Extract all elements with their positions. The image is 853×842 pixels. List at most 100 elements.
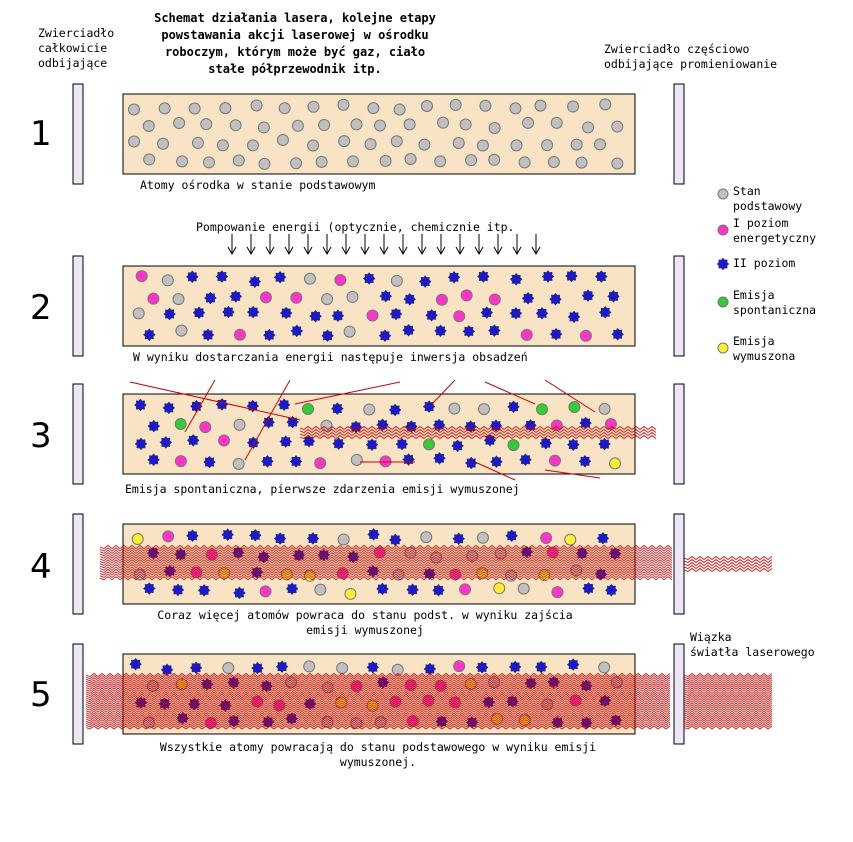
stimulated-beam bbox=[85, 685, 671, 690]
laser-output-beam bbox=[683, 695, 773, 701]
atom-level-2 bbox=[565, 269, 578, 283]
atom-ground bbox=[522, 116, 535, 129]
left-mirror-5 bbox=[72, 643, 84, 745]
diagram-title: Schemat działania lasera, kolejne etapy … bbox=[154, 11, 436, 76]
atom bbox=[174, 417, 187, 430]
atom-ground bbox=[403, 118, 416, 131]
atom-level-2 bbox=[285, 582, 299, 596]
atom-ground bbox=[534, 99, 547, 112]
atom-level-2 bbox=[279, 435, 293, 448]
atom bbox=[536, 403, 549, 416]
atom-ground bbox=[307, 100, 320, 113]
atom-ground bbox=[518, 156, 531, 169]
stimulated-beam bbox=[85, 689, 671, 694]
atom-ground bbox=[191, 136, 204, 149]
atom-ground bbox=[278, 102, 291, 115]
atom bbox=[564, 533, 577, 546]
atom-level-2 bbox=[388, 403, 402, 417]
atom bbox=[422, 438, 435, 451]
step-1-caption: Atomy ośrodka w stanie podstawowym bbox=[140, 178, 376, 192]
atom bbox=[199, 421, 212, 434]
atom-level-2 bbox=[261, 715, 275, 729]
atom bbox=[453, 310, 466, 323]
stimulated-beam bbox=[99, 547, 673, 552]
pump-arrow-head bbox=[322, 246, 332, 256]
atom-ground bbox=[593, 138, 606, 151]
legend-level2-symbol bbox=[716, 257, 730, 271]
left-mirror-label: Zwierciadło całkowicie odbijające bbox=[38, 26, 115, 70]
spontaneous-ray bbox=[474, 461, 516, 481]
atom-level-2 bbox=[189, 661, 203, 675]
atom bbox=[344, 587, 357, 600]
step-5-number: 5 bbox=[30, 675, 52, 715]
atom-level-2 bbox=[594, 270, 608, 283]
atom-level-2 bbox=[273, 270, 287, 284]
laser-output-beam bbox=[683, 683, 773, 688]
atom bbox=[131, 532, 144, 545]
atom-level-2 bbox=[566, 658, 580, 671]
atom bbox=[303, 272, 316, 285]
atom-level-2 bbox=[147, 419, 161, 433]
spontaneous-ray bbox=[484, 381, 536, 405]
atom-level-2 bbox=[246, 305, 260, 319]
stimulated-beam bbox=[299, 432, 657, 436]
atom-ground bbox=[510, 139, 523, 152]
atom-ground bbox=[128, 103, 141, 116]
atom bbox=[493, 582, 506, 595]
laser-output-beam bbox=[683, 704, 773, 709]
stimulated-beam bbox=[99, 552, 673, 557]
atom-level-2 bbox=[171, 583, 185, 597]
atom-ground bbox=[173, 116, 186, 129]
atom bbox=[477, 403, 490, 416]
atom bbox=[233, 328, 246, 341]
atom-level-2 bbox=[567, 310, 581, 324]
atom-level-2 bbox=[262, 415, 275, 429]
laser-output-beam bbox=[683, 712, 773, 718]
atom-level-2 bbox=[201, 328, 215, 342]
atom-ground bbox=[393, 103, 406, 116]
step-3-number: 3 bbox=[30, 416, 52, 456]
stimulated-beam bbox=[85, 708, 671, 713]
atom bbox=[174, 455, 187, 468]
atom-ground bbox=[307, 139, 320, 152]
atom-level-2 bbox=[418, 275, 432, 289]
atom-level-2 bbox=[365, 438, 379, 452]
stimulated-beam bbox=[85, 725, 671, 730]
atom-ground bbox=[315, 155, 328, 168]
atom-level-2 bbox=[388, 533, 402, 547]
right-mirror-5 bbox=[673, 643, 685, 745]
atom-level-2 bbox=[509, 272, 523, 286]
stimulated-beam bbox=[85, 712, 671, 718]
stimulated-beam bbox=[85, 698, 671, 703]
stimulated-beam bbox=[99, 556, 673, 562]
atom bbox=[321, 293, 334, 306]
stimulated-beam bbox=[99, 554, 673, 559]
atom-level-2 bbox=[134, 437, 148, 451]
atom-ground bbox=[364, 138, 377, 151]
atom-level-2 bbox=[607, 290, 620, 303]
atom-level-2 bbox=[488, 324, 501, 337]
atom-level-2 bbox=[535, 306, 549, 320]
atom-level-2 bbox=[306, 532, 320, 545]
atom-level-2 bbox=[185, 270, 199, 284]
atom-level-2 bbox=[477, 270, 490, 283]
atom-ground bbox=[318, 119, 331, 132]
atom bbox=[548, 454, 561, 467]
atom bbox=[448, 402, 461, 415]
atom bbox=[579, 329, 592, 342]
atom-ground bbox=[599, 98, 612, 111]
step-4-number: 4 bbox=[30, 547, 52, 587]
stimulated-beam bbox=[85, 723, 671, 728]
atom-level-2 bbox=[321, 329, 334, 343]
atom-ground bbox=[452, 136, 465, 149]
laser-output-beam bbox=[683, 721, 773, 726]
atom bbox=[420, 531, 433, 544]
atom bbox=[175, 324, 188, 337]
atom-level-2 bbox=[604, 583, 618, 597]
atom-level-2 bbox=[582, 582, 595, 595]
atom bbox=[303, 660, 316, 673]
atom-level-2 bbox=[524, 419, 537, 432]
atom-ground bbox=[479, 99, 492, 112]
atom bbox=[132, 307, 145, 320]
atom bbox=[598, 661, 611, 674]
